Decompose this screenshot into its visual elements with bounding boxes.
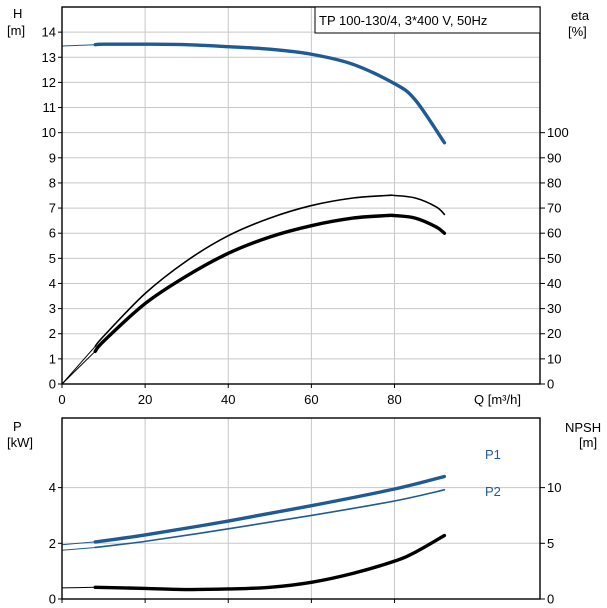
tick-label-y-left: 11 [43,100,57,115]
bottom-curves [61,474,447,592]
tick-label-y-right: 5 [547,536,554,551]
curve-eta_total [93,213,447,354]
top-panel: 0123456789101112131401020304050607080901… [7,6,590,407]
tick-label-y-right: 0 [547,592,554,607]
tick-label-y-left: 3 [49,301,56,316]
bottom-panel: 0 2 4 0 5 10 P [kW] NPSH [m] P1 P2 [7,417,601,607]
tick-label-y-left: 6 [49,226,56,241]
x-axis-label: Q [m³/h] [474,392,521,407]
tick-label-y-left: 5 [49,251,56,266]
tick-label-y-right: 50 [547,251,561,266]
tick-label-y-left: 0 [49,592,56,607]
tick-label-y-left: 14 [42,25,56,40]
tick-label-y-right: 80 [547,175,561,190]
tick-label-y-left: 10 [42,125,56,140]
series-label-p1: P1 [485,447,501,462]
tick-label-y-right: 0 [547,377,554,392]
tick-label-y-left: 9 [49,150,56,165]
curve-eta_hydraulic-leadin [61,345,96,385]
curve-p2-leadin [61,546,96,551]
y-left-label-top: H [13,6,22,21]
y-right-label-top: eta [571,8,590,23]
bottom-grid [62,418,540,599]
tick-label-x: 0 [58,392,65,407]
tick-label-y-left: 2 [49,536,56,551]
tick-label-y-left: 13 [42,50,56,65]
bottom-plot-frame [61,417,541,600]
tick-label-y-left: 8 [49,175,56,190]
chart-title: TP 100-130/4, 3*400 V, 50Hz [319,13,487,28]
tick-label-y-left: 4 [49,276,56,291]
tick-label-y-right: 70 [547,201,561,216]
tick-label-y-right: 10 [547,351,561,366]
tick-label-y-right: 10 [547,480,561,495]
tick-label-y-left: 1 [49,351,56,366]
tick-label-x: 60 [304,392,318,407]
tick-label-x: 40 [221,392,235,407]
top-curves [61,42,447,385]
tick-label-x: 80 [387,392,401,407]
curve-eta_hydraulic [94,194,446,348]
curve-p1 [93,474,447,544]
tick-label-y-right: 20 [547,326,561,341]
tick-label-y-left: 4 [49,480,56,495]
tick-label-y-right: 100 [547,125,569,140]
curve-npsh-leadin [61,586,96,589]
y-left-unit-bottom: [kW] [7,435,33,450]
title-box [314,6,541,34]
series-label-p2: P2 [485,484,501,499]
y-left-unit-top: [m] [7,23,25,38]
tick-label-x: 20 [138,392,152,407]
curve-p2 [94,489,446,549]
y-left-label-bottom: P [13,419,22,434]
top-grid [62,7,540,384]
top-plot-frame [61,6,541,385]
curve-p1-leadin [61,541,96,546]
tick-label-y-right: 30 [547,301,561,316]
tick-label-y-right: 90 [547,150,561,165]
y-right-unit-top: [%] [568,24,587,39]
curve-npsh [93,533,447,592]
tick-label-y-left: 2 [49,326,56,341]
tick-label-y-left: 12 [42,75,56,90]
curve-head-leadin [61,44,96,47]
bottom-ticks: 0 2 4 0 5 10 [49,480,562,606]
tick-label-y-left: 0 [49,377,56,392]
curve-head [93,42,447,145]
tick-label-y-right: 60 [547,226,561,241]
y-right-label-bottom: NPSH [565,420,601,435]
tick-label-y-right: 40 [547,276,561,291]
top-ticks: 0123456789101112131401020304050607080901… [42,25,569,407]
curve-eta_total-leadin [61,350,96,385]
tick-label-y-left: 7 [49,201,56,216]
y-right-unit-bottom: [m] [579,435,597,450]
